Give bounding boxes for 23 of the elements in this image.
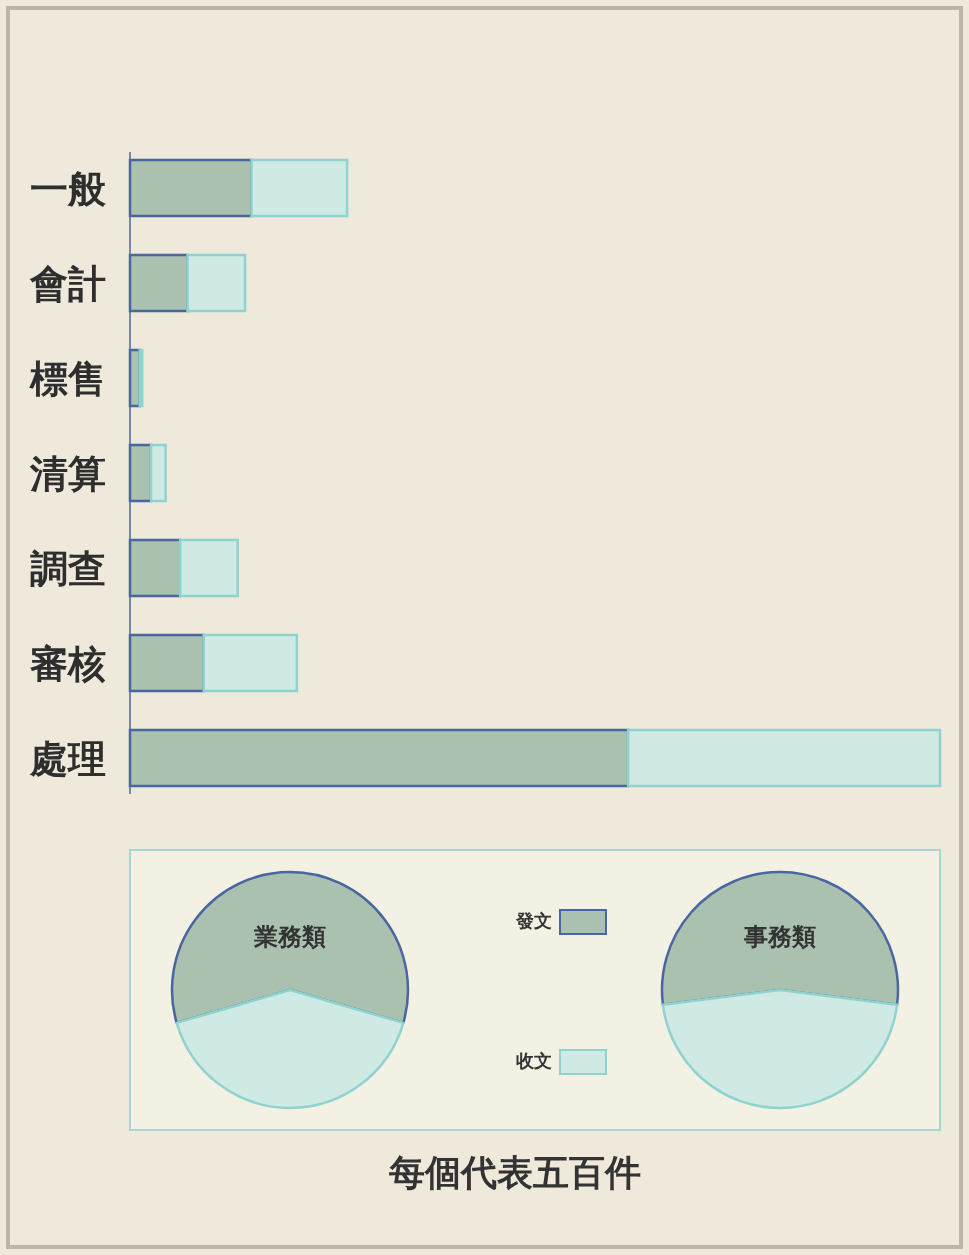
pie-slice [660, 870, 900, 1007]
y-tick-label: 標售 [29, 357, 106, 401]
text: 每個代表五百件 [387, 1152, 641, 1193]
bar [138, 348, 144, 408]
legend-label: 發文 [515, 910, 552, 931]
legend-label: 收文 [516, 1050, 552, 1071]
pie-slice [175, 988, 405, 1110]
y-tick-label: 一般 [30, 167, 107, 211]
y-tick-label: 清算 [29, 452, 106, 496]
y-tick-label: 處理 [29, 737, 106, 781]
text: 業務類 [253, 923, 326, 951]
y-tick-label: 審核 [30, 642, 106, 686]
y-tick-label: 會計 [29, 262, 106, 306]
text: 事務類 [743, 923, 816, 951]
bar [626, 728, 942, 788]
y-tick-label: 調查 [30, 547, 106, 591]
pie-slice [661, 988, 899, 1110]
bar [149, 443, 167, 503]
bar [186, 253, 247, 313]
pie-slice [170, 870, 410, 1025]
bar [202, 633, 299, 693]
bar [250, 158, 349, 218]
bar [178, 538, 239, 598]
